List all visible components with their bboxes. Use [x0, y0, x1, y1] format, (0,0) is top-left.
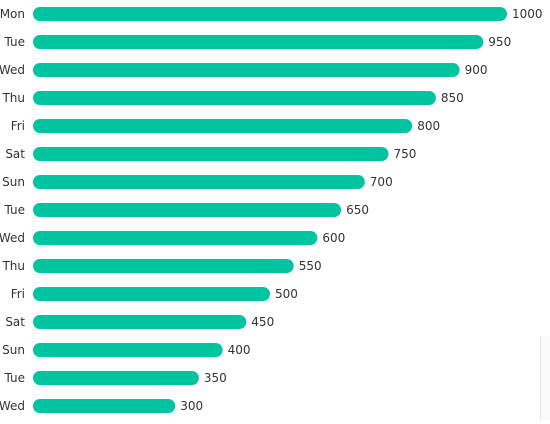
y-tick-label: Tue — [4, 203, 26, 217]
data-label: 450 — [251, 315, 274, 329]
bar[interactable] — [33, 7, 507, 21]
y-tick-label: Fri — [11, 119, 25, 133]
data-label: 950 — [488, 35, 511, 49]
bar[interactable] — [33, 35, 484, 49]
y-tick-label: Thu — [1, 91, 25, 105]
y-tick-label: Sun — [2, 343, 25, 357]
y-tick-label: Sun — [2, 175, 25, 189]
scrollbar-track[interactable] — [540, 336, 550, 420]
y-tick-label: Wed — [0, 63, 25, 77]
data-label: 700 — [370, 175, 393, 189]
data-label: 900 — [465, 63, 488, 77]
data-label: 750 — [394, 147, 417, 161]
data-label: 650 — [346, 203, 369, 217]
bar[interactable] — [33, 63, 460, 77]
y-tick-label: Tue — [4, 35, 26, 49]
bar[interactable] — [33, 343, 223, 357]
bar[interactable] — [33, 203, 342, 217]
data-label: 550 — [299, 259, 322, 273]
y-tick-label: Mon — [0, 7, 25, 21]
data-label: 800 — [417, 119, 440, 133]
y-tick-label: Fri — [11, 287, 25, 301]
y-tick-label: Sat — [5, 315, 25, 329]
data-label: 300 — [180, 399, 203, 413]
data-label: 400 — [228, 343, 251, 357]
data-label: 850 — [441, 91, 464, 105]
data-label: 350 — [204, 371, 227, 385]
data-label: 600 — [322, 231, 345, 245]
bar[interactable] — [33, 371, 199, 385]
y-tick-label: Sat — [5, 147, 25, 161]
bar[interactable] — [33, 91, 436, 105]
bar[interactable] — [33, 119, 413, 133]
data-label: 1000 — [512, 7, 543, 21]
bar[interactable] — [33, 259, 294, 273]
y-tick-label: Wed — [0, 231, 25, 245]
bar[interactable] — [33, 315, 247, 329]
y-tick-label: Wed — [0, 399, 25, 413]
bar[interactable] — [33, 147, 389, 161]
bar[interactable] — [33, 287, 270, 301]
data-label: 500 — [275, 287, 298, 301]
y-tick-label: Thu — [1, 259, 25, 273]
y-tick-label: Tue — [4, 371, 26, 385]
bar[interactable] — [33, 175, 365, 189]
bar[interactable] — [33, 231, 318, 245]
bar[interactable] — [33, 399, 176, 413]
